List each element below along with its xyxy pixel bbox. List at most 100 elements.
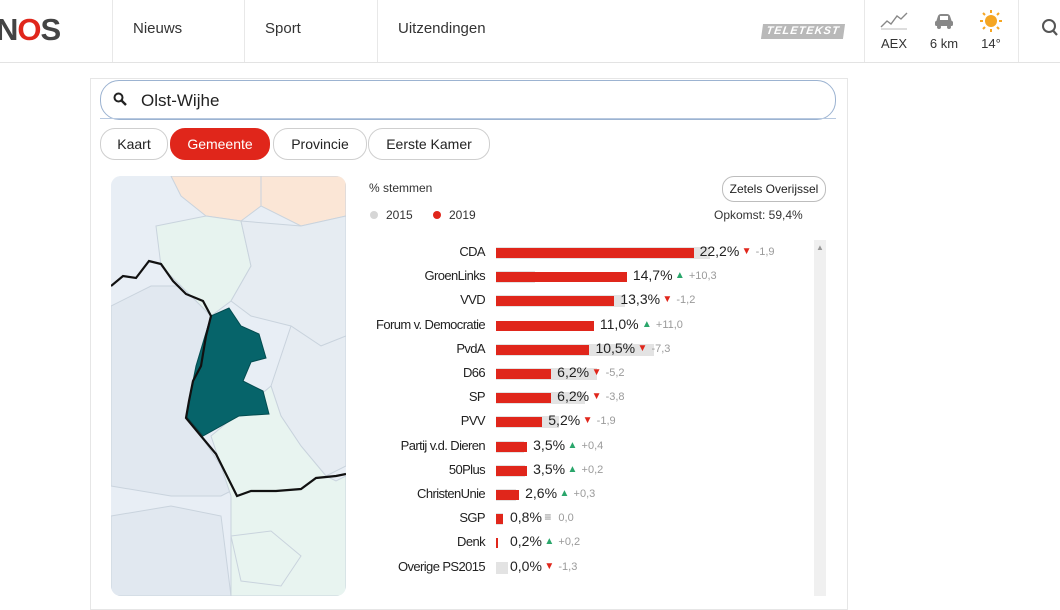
change-label: 0,0 [558,512,574,525]
turnout-label: Opkomst: 59,4% [714,208,803,222]
percentage-label: 5,2% [548,412,581,429]
party-label: VVD [460,292,486,308]
bar-2019 [496,417,543,428]
change-label: -1,3 [558,560,578,573]
percentage-label: 0,0% [510,557,542,574]
party-label: Partij v.d. Dieren [400,437,486,453]
party-label: SP [468,389,486,405]
party-label: CDA [459,244,485,259]
bar-2019 [496,538,498,549]
arrow-down-icon: ▼ [662,294,673,306]
bar-2019 [496,465,528,476]
percentage-label: 6,2% [557,388,590,405]
arrow-down-icon: ▼ [637,342,648,354]
percentage-label: 2,6% [525,485,558,501]
municipality-map[interactable] [111,176,346,596]
percentage-label: 11,0% [599,315,639,332]
percentage-label: 3,5% [533,436,566,453]
change-label: -7,3 [651,342,671,355]
percentage-label: 13,3% [620,291,661,308]
change-label: +0,3 [573,488,596,500]
aex-widget[interactable]: AEX [876,10,912,51]
bar-2019 [496,393,552,404]
search-icon[interactable] [1040,18,1058,43]
change-label: +11,0 [655,318,683,331]
site-header: NOS Nieuws Sport Uitzendingen TELETEKST … [0,0,1060,63]
nav-uitzendingen[interactable]: Uitzendingen [377,0,578,62]
arrow-up-icon: ▲ [641,318,652,330]
party-label: Denk [457,534,486,550]
car-icon [924,10,964,32]
chart-scrollbar[interactable]: ▲ [814,240,826,596]
aex-label: AEX [880,36,907,51]
arrow-up-icon: ▲ [567,463,578,475]
legend-dot-2019 [433,211,441,219]
tab-provincie[interactable]: Provincie [273,128,367,160]
search-icon [113,92,127,111]
tab-kaart[interactable]: Kaart [100,128,168,160]
stock-chart-icon [876,10,912,32]
bar-2019 [496,514,504,525]
bar-2019 [496,272,627,283]
percentage-label: 0,8% [510,509,542,526]
traffic-widget[interactable]: 6 km [924,10,964,51]
bar-2019 [496,320,594,331]
sun-icon [976,10,1006,32]
change-label: +0,2 [581,463,604,476]
zetels-button[interactable]: Zetels Overijssel [722,176,826,202]
bar-2019 [496,490,520,500]
bar-2019 [496,296,615,307]
change-label: -5,2 [605,367,625,379]
party-label: Overige PS2015 [398,558,486,574]
arrow-down-icon: ▼ [741,246,752,257]
arrow-down-icon: ▼ [591,367,602,378]
weather-widget[interactable]: 14° [976,10,1006,51]
arrow-up-icon: ▲ [567,439,578,451]
bar-2019 [496,344,590,355]
party-label: ChristenUnie [417,486,486,501]
traffic-value: 6 km [929,36,959,51]
arrow-up-icon: ▲ [674,270,685,282]
metric-label: % stemmen [369,181,433,195]
scroll-up-icon[interactable]: ▲ [816,243,824,252]
percentage-label: 10,5% [595,339,636,356]
party-label: SGP [459,510,485,526]
percentage-label: 3,5% [533,460,566,477]
search-input[interactable] [139,88,823,114]
nav-sport[interactable]: Sport [244,0,377,62]
nav-nieuws[interactable]: Nieuws [112,0,243,62]
nos-logo[interactable]: NOS [0,12,61,47]
change-label: -1,9 [755,246,775,258]
percentage-label: 6,2% [557,364,590,380]
municipality-search[interactable] [100,80,836,120]
percentage-label: 0,2% [510,533,542,550]
change-label: +0,4 [581,439,604,452]
bar-2019 [496,248,694,258]
arrow-down-icon: ▼ [582,415,593,427]
change-label: -3,8 [605,391,625,404]
legend-dot-2015 [370,211,378,219]
legend-label-2015: 2015 [386,208,413,222]
bar-2019 [496,441,528,452]
tab-gemeente[interactable]: Gemeente [170,128,270,160]
results-chart: CDA 22,2% ▼ -1,9 GroenLinks 14,7% ▲ +10,3 VVD 13,… [360,240,815,596]
percentage-label: 14,7% [632,267,673,284]
party-label: 50Plus [448,461,486,477]
search-underline [100,118,836,119]
legend-label-2019: 2019 [449,208,476,222]
party-label: GroenLinks [424,268,486,284]
change-label: +0,2 [558,536,581,549]
percentage-label: 22,2% [699,243,740,259]
party-label: PvdA [456,340,485,356]
party-label: D66 [462,365,486,380]
arrow-down-icon: ▼ [544,560,555,572]
change-label: +10,3 [688,270,717,283]
teletekst-link[interactable]: TELETEKST [760,24,846,39]
party-label: Forum v. Democratie [376,316,486,332]
bar-2015 [496,561,508,574]
change-label: -1,9 [596,415,616,428]
tab-eerste-kamer[interactable]: Eerste Kamer [368,128,490,160]
arrow-up-icon: ▲ [559,488,570,499]
bar-2019 [496,369,552,379]
change-label: -1,2 [676,294,696,307]
